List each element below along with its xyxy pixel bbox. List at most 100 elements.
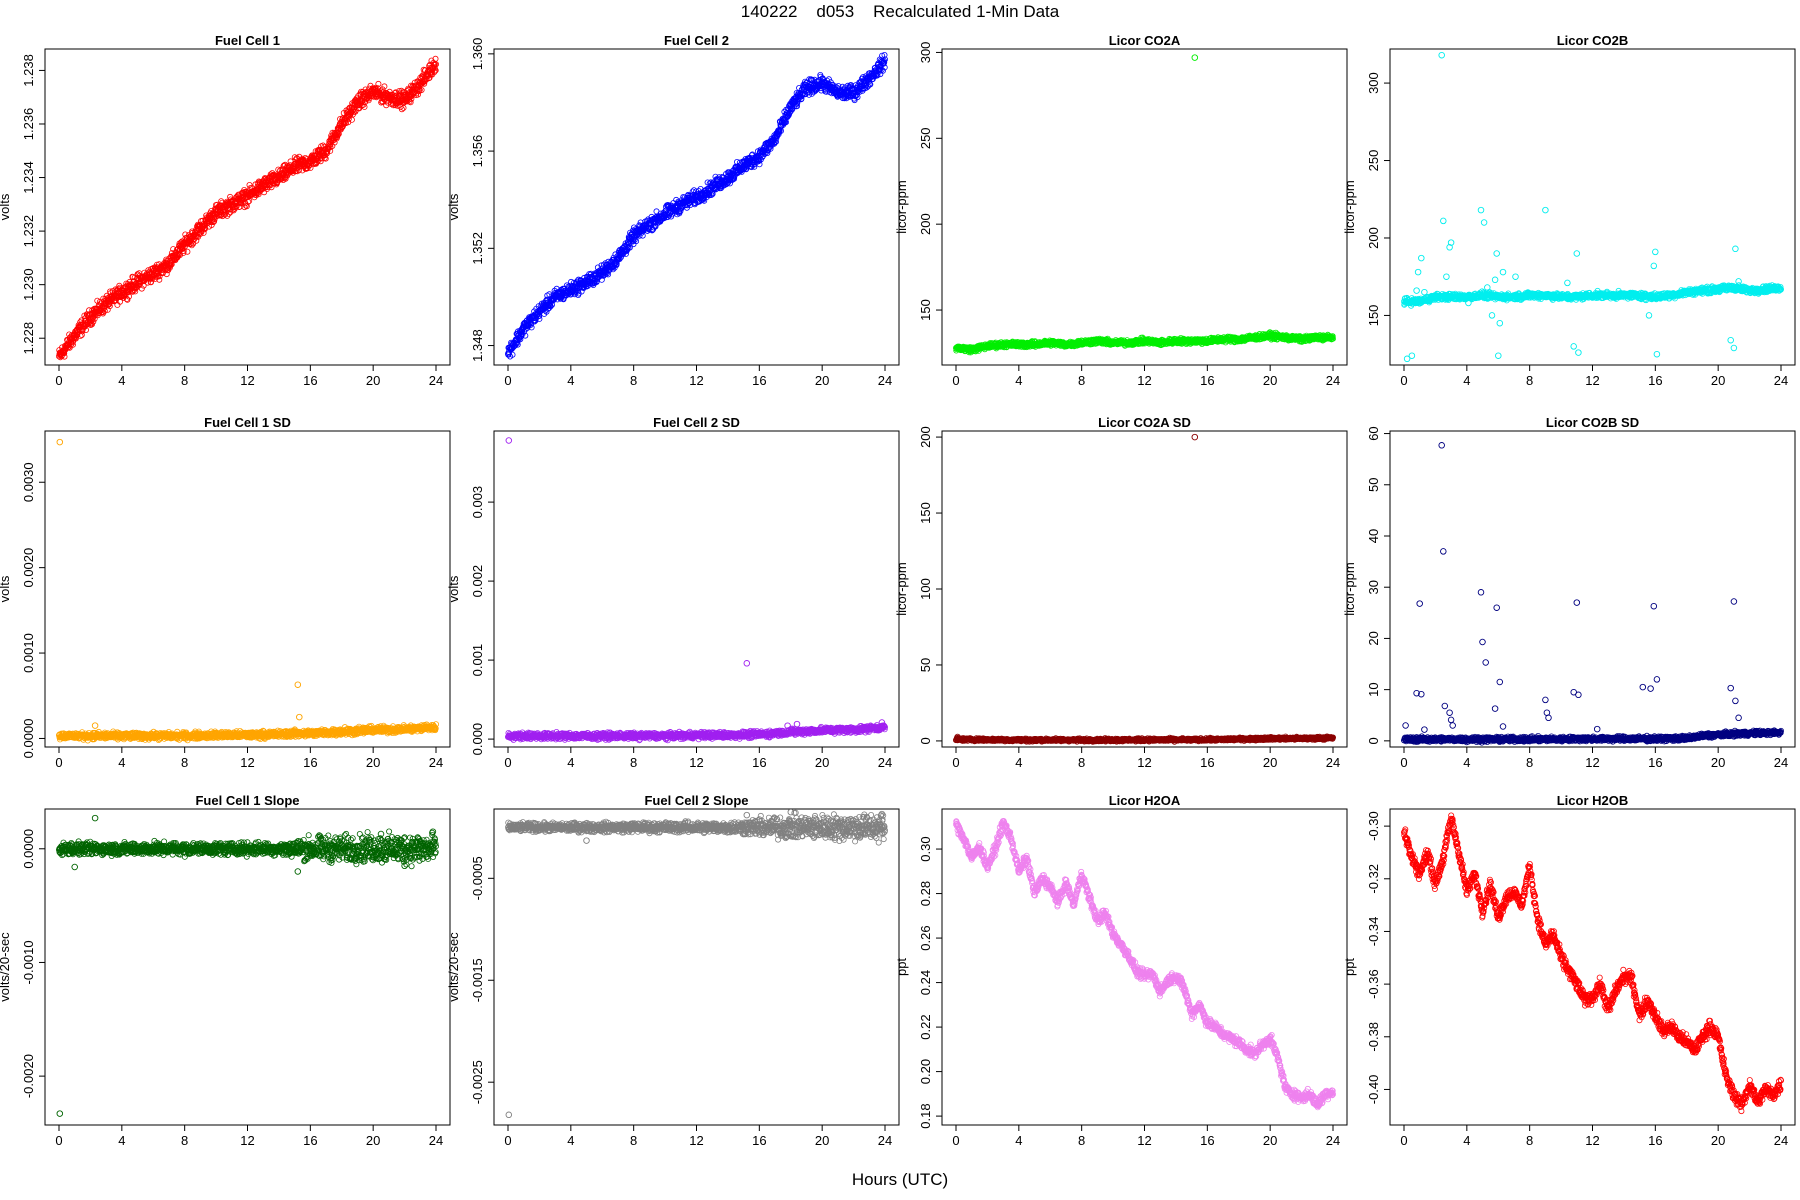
y-axis-label: licor-ppm	[1342, 180, 1357, 233]
y-axis-label: volts	[0, 193, 12, 220]
y-tick-label: 1.228	[21, 322, 36, 355]
data-point	[106, 303, 113, 310]
data-point	[61, 350, 68, 357]
data-point	[74, 331, 81, 338]
data-point	[129, 288, 136, 295]
data-point	[509, 351, 516, 358]
data-point	[138, 285, 145, 292]
data-point	[184, 248, 191, 255]
data-point	[781, 119, 788, 126]
x-tick-label: 20	[1711, 373, 1725, 388]
data-point	[802, 91, 809, 98]
data-point	[398, 106, 405, 113]
data-point	[61, 353, 68, 360]
x-tick-label: 24	[429, 373, 443, 388]
data-point	[418, 87, 425, 94]
data-points	[504, 52, 889, 360]
data-points	[1401, 51, 1785, 363]
x-tick-label: 12	[1137, 373, 1151, 388]
data-point	[767, 145, 774, 152]
data-point	[237, 200, 244, 207]
y-tick-label: 200	[1366, 227, 1381, 249]
data-point	[124, 296, 131, 303]
data-point	[407, 99, 414, 106]
y-axis-label: licor-ppm	[894, 180, 909, 233]
data-point	[282, 175, 289, 182]
x-tick-label: 4	[1015, 373, 1022, 388]
data-point	[1329, 333, 1336, 340]
data-point	[147, 279, 154, 286]
data-point	[546, 291, 553, 298]
data-point	[292, 168, 299, 175]
x-tick-label: 12	[689, 373, 703, 388]
y-tick-label: 1.348	[470, 329, 485, 362]
x-tick-label: 8	[1526, 373, 1533, 388]
data-point	[307, 164, 314, 171]
x-tick-label: 4	[567, 373, 574, 388]
data-point	[255, 191, 262, 198]
y-tick-label: 1.230	[21, 268, 36, 301]
x-tick-label: 0	[504, 373, 511, 388]
y-axis-label: volts	[446, 193, 461, 220]
figure-title: 140222 d053 Recalculated 1-Min Data	[740, 2, 1060, 21]
data-point	[514, 341, 521, 348]
data-point	[689, 188, 696, 195]
data-point	[432, 61, 439, 68]
data-point	[211, 216, 218, 223]
data-point	[421, 80, 428, 87]
data-point	[156, 276, 163, 283]
data-point	[432, 61, 439, 68]
data-point	[724, 180, 731, 187]
data-point	[349, 108, 356, 115]
y-tick-label: 1.238	[21, 54, 36, 87]
data-point	[109, 288, 116, 295]
data-point	[233, 203, 240, 210]
x-tick-label: 8	[630, 373, 637, 388]
data-point	[193, 237, 200, 244]
data-point	[622, 250, 629, 257]
x-tick-label: 24	[1326, 373, 1340, 388]
data-point	[317, 158, 324, 165]
y-tick-label: 150	[1366, 305, 1381, 327]
data-point	[91, 315, 98, 322]
data-point	[1330, 335, 1337, 342]
data-point	[605, 271, 612, 278]
data-point	[180, 247, 187, 254]
data-point	[536, 315, 543, 322]
y-tick-label: 150	[918, 299, 933, 321]
data-point	[616, 255, 623, 262]
x-tick-label: 8	[1078, 373, 1085, 388]
data-point	[76, 327, 83, 334]
data-point	[623, 248, 630, 255]
data-point	[158, 270, 165, 277]
panel-title: Licor CO2B	[1557, 33, 1629, 48]
data-point	[428, 69, 435, 76]
x-tick-label: 16	[1648, 373, 1662, 388]
data-point	[881, 64, 888, 71]
data-point	[633, 238, 640, 245]
y-tick-label: 1.234	[21, 161, 36, 194]
y-tick-label: 300	[1366, 72, 1381, 94]
x-tick-label: 16	[303, 373, 317, 388]
y-tick-label: 250	[1366, 150, 1381, 172]
x-tick-label: 0	[1400, 373, 1407, 388]
data-point	[381, 83, 388, 90]
data-point	[431, 64, 438, 71]
x-tick-label: 8	[181, 373, 188, 388]
x-tick-label: 24	[878, 373, 892, 388]
panel-title: Fuel Cell 2	[664, 33, 729, 48]
data-point	[513, 340, 520, 347]
data-point	[528, 324, 535, 331]
x-tick-label: 4	[1463, 373, 1470, 388]
panel-title: Licor CO2A	[1109, 33, 1181, 48]
data-point	[652, 222, 659, 229]
data-point	[610, 266, 617, 273]
data-point	[327, 147, 334, 154]
x-tick-label: 0	[952, 373, 959, 388]
data-point	[404, 98, 411, 105]
y-tick-label: 200	[918, 213, 933, 235]
outlier-point	[1191, 54, 1199, 61]
